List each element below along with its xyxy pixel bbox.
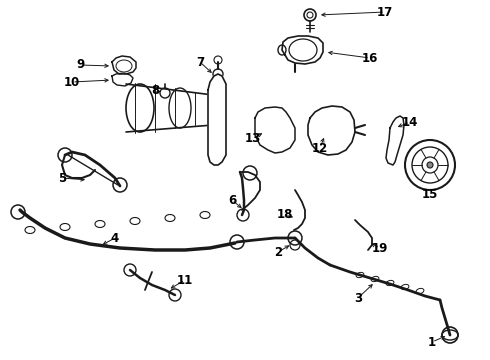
Text: 9: 9 (76, 58, 84, 72)
Text: 11: 11 (177, 274, 193, 287)
Text: 3: 3 (354, 292, 362, 305)
Text: 2: 2 (274, 246, 282, 258)
Text: 18: 18 (277, 208, 293, 221)
Text: 15: 15 (422, 189, 438, 202)
Text: 12: 12 (312, 141, 328, 154)
Text: 8: 8 (151, 84, 159, 96)
Text: 10: 10 (64, 76, 80, 89)
Text: 7: 7 (196, 55, 204, 68)
Polygon shape (255, 107, 295, 153)
Polygon shape (112, 56, 136, 74)
Circle shape (427, 162, 433, 168)
Text: 13: 13 (245, 131, 261, 144)
Text: 4: 4 (111, 231, 119, 244)
Text: 5: 5 (58, 171, 66, 184)
Polygon shape (112, 73, 133, 86)
Polygon shape (282, 36, 323, 64)
Text: 14: 14 (402, 116, 418, 129)
Text: 17: 17 (377, 5, 393, 18)
Polygon shape (308, 106, 355, 155)
Text: 19: 19 (372, 242, 388, 255)
Polygon shape (386, 116, 404, 165)
Text: 1: 1 (428, 336, 436, 348)
Text: 16: 16 (362, 51, 378, 64)
Polygon shape (208, 74, 226, 165)
Text: 6: 6 (228, 194, 236, 207)
